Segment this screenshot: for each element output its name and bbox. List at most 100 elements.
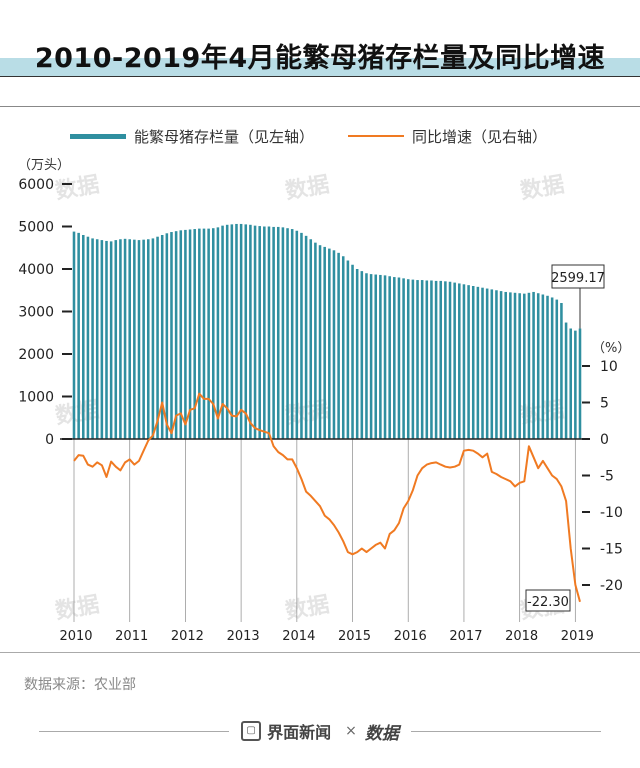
bar <box>170 232 173 439</box>
bar <box>156 236 159 439</box>
x-axis-tick-label: 2011 <box>115 629 148 644</box>
bar <box>309 239 313 439</box>
bar <box>95 239 99 439</box>
bar <box>564 322 568 439</box>
bar <box>119 239 122 439</box>
growth-line <box>73 392 581 603</box>
bar <box>425 280 429 439</box>
left-axis-unit: （万头） <box>18 158 71 173</box>
right-axis-tick-label: 0 <box>600 432 609 448</box>
header-divider <box>0 106 640 107</box>
bar <box>272 226 275 439</box>
x-axis-tick-label: 2010 <box>59 629 92 644</box>
bar <box>318 245 322 439</box>
bar <box>105 240 108 439</box>
bar <box>365 273 368 439</box>
bar-end-label-box <box>551 264 605 289</box>
bar <box>128 239 131 439</box>
bar <box>402 278 405 439</box>
bar <box>360 271 364 439</box>
legend-bar-label: 能繁母猪存栏量（见左轴） <box>134 127 315 146</box>
bar <box>249 224 252 439</box>
bar <box>393 277 396 439</box>
bar <box>86 236 90 439</box>
bar <box>337 252 340 439</box>
left-axis-tick-label: 4000 <box>18 262 54 278</box>
bar <box>258 226 261 439</box>
bar <box>490 289 494 439</box>
bar <box>72 231 76 439</box>
x-axis-tick-label: 2016 <box>394 629 427 644</box>
bar <box>188 229 192 439</box>
bar-end-label: 2599.17 <box>551 271 605 286</box>
bar <box>430 280 433 439</box>
bar <box>476 286 480 439</box>
bar <box>471 286 475 439</box>
bar <box>355 269 359 439</box>
bar <box>123 238 127 439</box>
right-axis-tick-label: -20 <box>600 578 623 594</box>
bar <box>114 240 118 439</box>
footer-line-right <box>410 730 601 732</box>
bar <box>481 287 484 439</box>
bar <box>388 276 391 439</box>
right-axis-tick-label: -15 <box>600 542 623 558</box>
footer-separator: × <box>345 723 357 739</box>
bar <box>532 291 535 439</box>
bar <box>578 328 582 439</box>
bar <box>351 264 354 439</box>
bar <box>397 277 401 439</box>
bar <box>509 292 512 439</box>
bar <box>304 235 308 439</box>
bar <box>439 280 443 439</box>
bar <box>453 282 456 439</box>
bar <box>276 226 280 439</box>
bar <box>184 229 187 439</box>
bar <box>332 250 336 439</box>
bar <box>235 223 238 439</box>
bar <box>91 238 94 439</box>
bar <box>574 330 577 439</box>
bar <box>263 226 266 439</box>
line-end-label-box <box>525 589 571 612</box>
bar <box>225 224 229 439</box>
bar <box>174 231 178 439</box>
bar <box>448 281 452 439</box>
x-axis-tick-label: 2014 <box>282 629 315 644</box>
right-axis-unit: （%） <box>592 341 631 356</box>
bar <box>207 228 210 439</box>
bar <box>513 292 517 439</box>
left-axis-tick-label: 5000 <box>18 220 54 236</box>
bar <box>560 303 563 439</box>
bar <box>495 290 498 439</box>
bar <box>485 288 489 439</box>
bar <box>383 275 387 439</box>
footer-brand-shuju: 数据 <box>364 723 399 744</box>
bar <box>416 280 419 439</box>
right-axis-tick-label: -5 <box>600 469 614 485</box>
bar <box>146 239 150 439</box>
bar <box>444 281 447 439</box>
bar <box>239 223 243 439</box>
bar <box>328 248 331 439</box>
title-highlight-band <box>0 58 640 76</box>
bar <box>216 227 220 439</box>
bar <box>300 232 303 439</box>
bar <box>314 242 317 439</box>
chart-canvas: 0 1000 2000 3000 4000 5000 6000 10 5 0 -5 -10 -15 -20… <box>18 177 623 644</box>
data-source: 数据来源：农业部 <box>24 677 136 693</box>
bar <box>244 224 248 439</box>
bar <box>230 224 234 439</box>
bar <box>411 279 415 439</box>
left-axis-tick-label: 0 <box>45 432 54 448</box>
x-axis-tick-label: 2017 <box>449 629 482 644</box>
bar <box>253 225 257 439</box>
bar <box>569 328 572 439</box>
legend-line-swatch <box>348 135 405 137</box>
x-axis-tick-label: 2019 <box>561 629 594 644</box>
bar <box>211 228 215 439</box>
bar <box>198 228 201 439</box>
x-axis-tick-label: 2015 <box>338 629 371 644</box>
bar <box>462 284 466 439</box>
bar <box>346 260 350 439</box>
